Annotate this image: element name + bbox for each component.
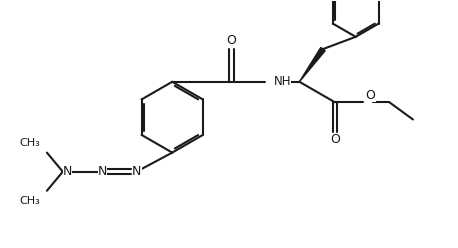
Polygon shape <box>300 47 325 82</box>
Text: CH₃: CH₃ <box>19 138 40 148</box>
Text: NH: NH <box>273 75 291 88</box>
Text: CH₃: CH₃ <box>19 196 40 206</box>
Text: O: O <box>226 34 236 47</box>
Text: N: N <box>63 165 72 178</box>
Text: N: N <box>98 165 108 178</box>
Text: N: N <box>132 165 142 178</box>
Text: O: O <box>330 133 340 146</box>
Text: O: O <box>365 89 376 102</box>
